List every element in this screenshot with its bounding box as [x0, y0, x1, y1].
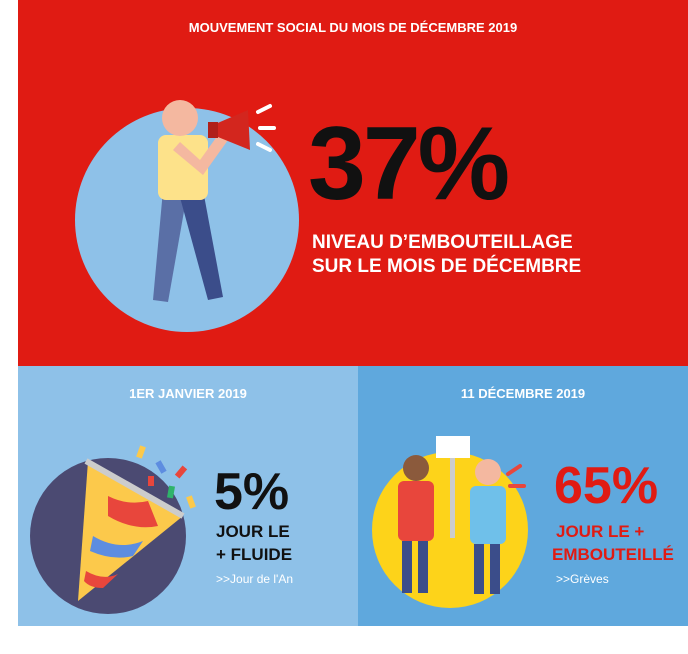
card-date: 11 DÉCEMBRE 2019 — [460, 386, 586, 401]
header-title: MOUVEMENT SOCIAL DU MOIS DE DÉCEMBRE 201… — [188, 20, 518, 35]
card-note: >>Jour de l'An — [216, 572, 294, 586]
card-left: 1ER JANVIER 2019 5% JOUR LE + FLUIDE >>J… — [18, 366, 358, 626]
main-caption: NIVEAU D’EMBOUTEILLAGE — [312, 232, 573, 253]
card-caption: JOUR LE + — [556, 522, 645, 541]
main-caption: SUR LE MOIS DE DÉCEMBRE — [312, 256, 582, 277]
main-panel: MOUVEMENT SOCIAL DU MOIS DE DÉCEMBRE 201… — [18, 0, 688, 366]
card-right: 11 DÉCEMBRE 2019 65% JOUR LE + EMBOUTEIL… — [358, 366, 688, 626]
card-note: >>Grèves — [556, 572, 609, 586]
megaphone-illustration — [75, 100, 299, 332]
main-stat: 37% — [308, 106, 510, 222]
card-caption: + FLUIDE — [216, 545, 293, 564]
card-stat: 5% — [214, 463, 290, 521]
card-caption: EMBOUTEILLÉ — [552, 545, 674, 564]
card-stat: 65% — [554, 457, 659, 515]
confetti-illustration — [30, 445, 196, 614]
card-caption: JOUR LE — [216, 522, 290, 541]
protest-illustration — [372, 436, 528, 608]
card-date: 1ER JANVIER 2019 — [129, 386, 247, 401]
